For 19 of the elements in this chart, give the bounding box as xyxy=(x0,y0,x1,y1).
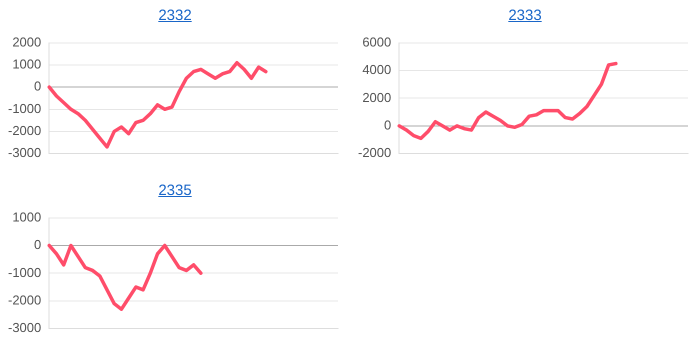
chart-title: 2335 xyxy=(157,181,193,201)
y-tick-label: 1000 xyxy=(12,56,42,72)
y-tick-label: 2000 xyxy=(12,34,42,50)
y-tick-label: 2000 xyxy=(362,90,392,105)
y-tick-label: -3000 xyxy=(8,320,42,336)
y-tick-label: -2000 xyxy=(358,145,392,160)
y-tick-label: 0 xyxy=(384,117,392,132)
chart-title: 2333 xyxy=(507,6,543,26)
chart-title: 2332 xyxy=(157,6,193,26)
y-tick-label: 4000 xyxy=(362,62,392,78)
y-tick-label: 0 xyxy=(34,78,42,94)
y-tick-label: -1000 xyxy=(8,100,42,116)
y-tick-label: 0 xyxy=(34,237,42,252)
y-tick-label: -3000 xyxy=(8,145,42,160)
y-tick-label: 1000 xyxy=(12,209,42,224)
y-tick-label: 6000 xyxy=(362,34,392,50)
y-tick-label: -1000 xyxy=(8,264,42,280)
y-tick-label: -2000 xyxy=(8,123,42,138)
y-tick-label: -2000 xyxy=(8,292,42,308)
